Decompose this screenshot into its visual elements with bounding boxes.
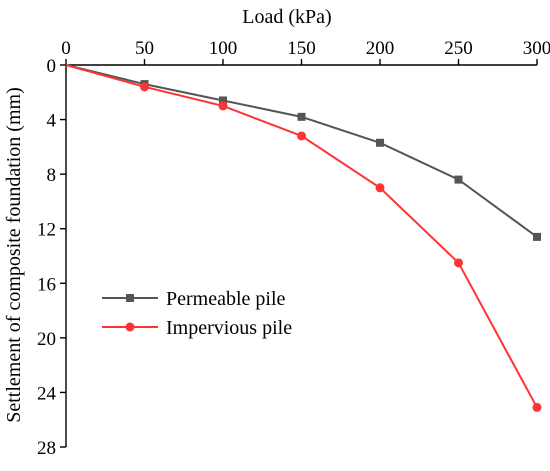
- legend-marker: [126, 294, 134, 302]
- y-tick-label: 16: [37, 274, 56, 295]
- data-point: [375, 183, 385, 193]
- legend-item-1: Permeable pile: [102, 288, 286, 310]
- y-tick-label: 4: [47, 111, 57, 132]
- legend-item-2: Impervious pile: [102, 317, 292, 339]
- y-tick-label: 28: [37, 438, 56, 459]
- series-2: [65, 64, 542, 412]
- data-point: [454, 258, 463, 268]
- x-tick-label: 300: [523, 38, 550, 59]
- x-axis-title: Load (kPa): [242, 6, 331, 28]
- legend-label: Permeable pile: [166, 288, 286, 310]
- axes: [65, 64, 537, 447]
- data-point: [533, 232, 541, 241]
- x-tick-label: 0: [61, 38, 71, 59]
- y-tick-label: 8: [47, 165, 57, 186]
- data-point: [218, 101, 228, 111]
- data-point: [532, 402, 542, 412]
- x-tick-label: 150: [287, 38, 316, 59]
- legend: Permeable pile Impervious pile: [102, 288, 292, 339]
- data-point: [297, 131, 306, 141]
- x-tick-label: 250: [444, 38, 473, 59]
- y-tick-label: 12: [37, 220, 56, 241]
- data-point: [297, 112, 306, 121]
- data-point: [376, 138, 384, 147]
- x-tick-label: 200: [366, 38, 395, 59]
- series-group: [65, 64, 542, 412]
- series-1: [65, 64, 541, 241]
- series-line: [65, 64, 538, 238]
- x-tick-label: 100: [209, 38, 238, 59]
- legend-label: Impervious pile: [166, 317, 292, 339]
- axis-ticks: 0 50 100 150 200 250 300 0 4 8 12 16 20 24 28: [37, 38, 550, 459]
- x-tick-label: 50: [135, 38, 154, 59]
- legend-marker: [125, 322, 135, 332]
- data-point: [454, 175, 463, 184]
- data-point: [219, 96, 227, 105]
- y-axis-title: Settlement of composite foundation (mm): [3, 87, 25, 423]
- y-tick-label: 0: [47, 56, 57, 77]
- y-tick-label: 20: [37, 329, 56, 350]
- y-tick-label: 24: [37, 383, 57, 404]
- data-point: [140, 82, 149, 92]
